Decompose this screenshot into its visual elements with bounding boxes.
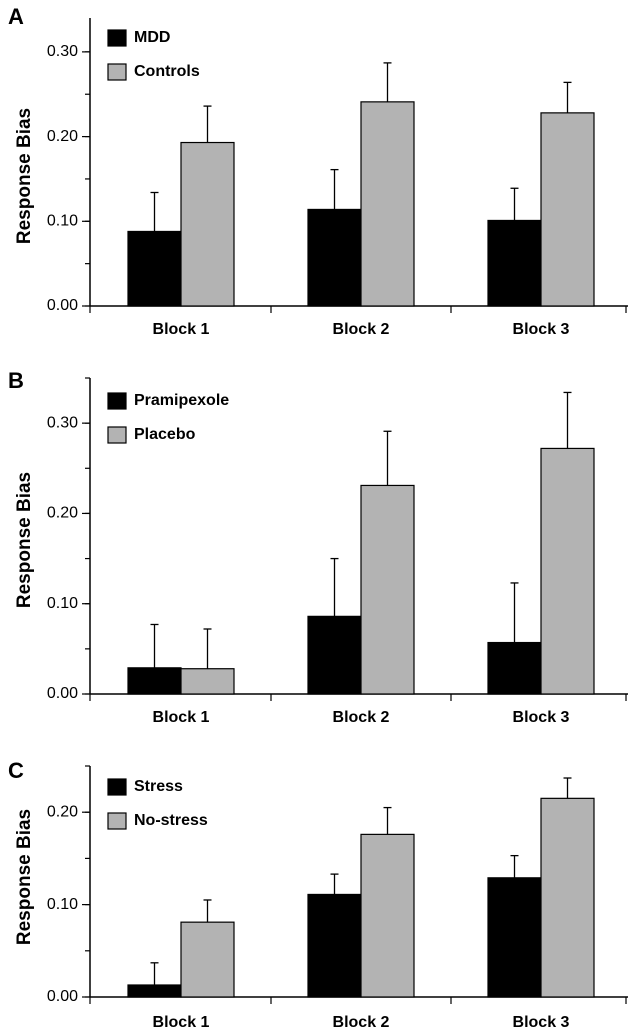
legend-label: Placebo: [134, 426, 196, 443]
legend-label: Controls: [134, 63, 200, 80]
bar: [540, 797, 595, 998]
x-tick-label: Block 1: [153, 709, 210, 726]
bar: [307, 208, 362, 307]
bar: [307, 615, 362, 695]
y-tick-label: 0.20: [47, 505, 78, 522]
y-tick-label: 0.10: [47, 213, 78, 230]
y-tick-label: 0.00: [47, 685, 78, 702]
bar: [360, 484, 415, 695]
y-axis-label: Response Bias: [14, 108, 35, 244]
legend-swatch: [107, 392, 127, 410]
x-tick-label: Block 3: [513, 709, 570, 726]
y-tick-label: 0.20: [47, 803, 78, 820]
panel-letter: B: [8, 368, 24, 393]
y-tick-label: 0.20: [47, 128, 78, 145]
legend-label: Stress: [134, 778, 183, 795]
legend-swatch: [107, 812, 127, 830]
y-tick-label: 0.00: [47, 988, 78, 1005]
legend-label: MDD: [134, 29, 170, 46]
y-tick-label: 0.30: [47, 43, 78, 60]
x-tick-label: Block 1: [153, 1014, 210, 1031]
bar: [360, 833, 415, 998]
legend-swatch: [107, 63, 127, 81]
bar: [127, 230, 182, 307]
bar: [487, 877, 542, 998]
bar: [180, 668, 235, 695]
legend-label: No-stress: [134, 812, 208, 829]
y-tick-label: 0.00: [47, 297, 78, 314]
bar: [487, 219, 542, 307]
bar: [540, 112, 595, 307]
chart-panel: C Response Bias 0.00 0.10 0.20 Block 1 Block 2…: [8, 758, 628, 1031]
chart-panel: B Response Bias 0.00 0.10 0.20 0.30 Block 1 Blo…: [8, 368, 628, 726]
legend-swatch: [107, 29, 127, 47]
bar: [487, 641, 542, 695]
y-tick-label: 0.10: [47, 595, 78, 612]
legend-swatch: [107, 426, 127, 444]
x-tick-label: Block 1: [153, 321, 210, 338]
bar: [307, 893, 362, 998]
bar: [360, 101, 415, 307]
bar: [540, 447, 595, 695]
x-tick-label: Block 2: [333, 709, 390, 726]
chart-panel: A Response Bias 0.00 0.10 0.20 0.30 Block 1 Blo…: [8, 4, 628, 338]
bar: [127, 984, 182, 998]
panel-letter: C: [8, 758, 24, 783]
panel-letter: A: [8, 4, 24, 29]
x-tick-label: Block 3: [513, 321, 570, 338]
y-axis-label: Response Bias: [14, 809, 35, 945]
x-tick-label: Block 3: [513, 1014, 570, 1031]
legend-swatch: [107, 778, 127, 796]
legend-label: Pramipexole: [134, 392, 229, 409]
y-tick-label: 0.10: [47, 896, 78, 913]
x-tick-label: Block 2: [333, 1014, 390, 1031]
x-tick-label: Block 2: [333, 321, 390, 338]
y-axis-label: Response Bias: [14, 472, 35, 608]
bar: [180, 141, 235, 307]
bar: [127, 667, 182, 695]
bar: [180, 921, 235, 998]
y-tick-label: 0.30: [47, 414, 78, 431]
